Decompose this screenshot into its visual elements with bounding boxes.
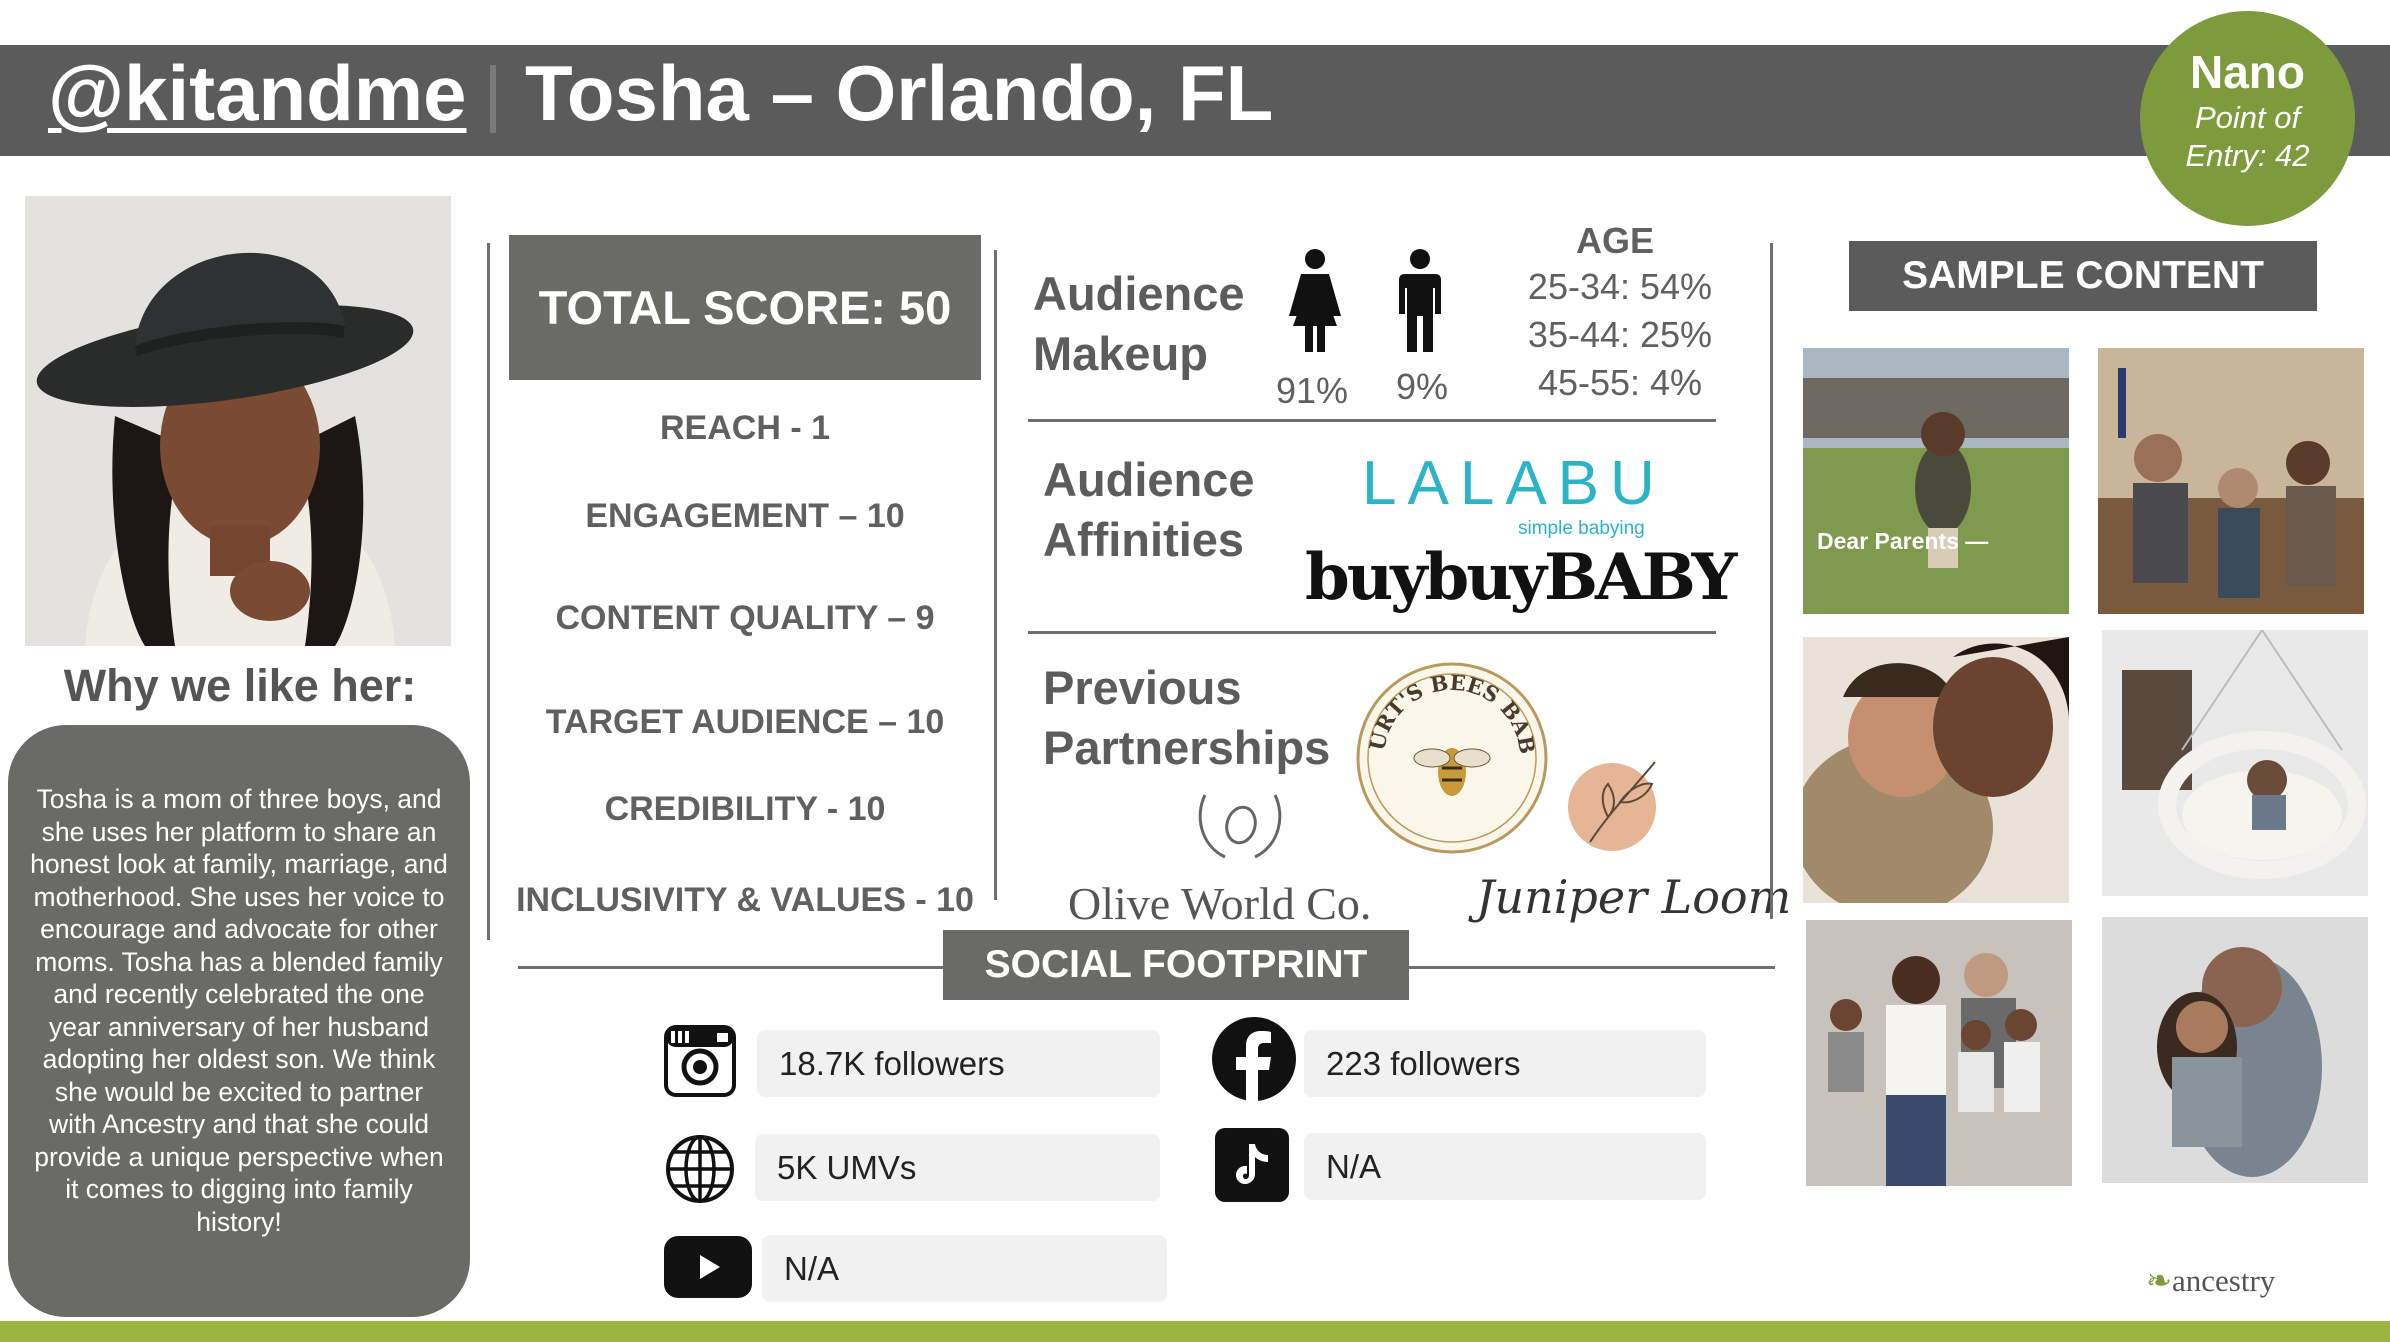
burts-bees-baby-logo: BURT'S BEES BABY [1354, 660, 1548, 854]
sample-thumb-5[interactable] [1806, 920, 2072, 1186]
sample-thumb-3[interactable] [1803, 637, 2069, 903]
lalabu-tagline: simple babying [1518, 518, 1645, 539]
audience-affinities-title: Audience Affinities [1043, 450, 1255, 570]
female-icon [1289, 249, 1341, 352]
right-divider [1770, 243, 1773, 919]
previous-partnerships-title: Previous Partnerships [1043, 658, 1330, 778]
sample-thumb-1[interactable]: Dear Parents — [1803, 348, 2069, 614]
male-percentage: 9% [1396, 366, 1449, 407]
age-row-45-55: 45-55: 4% [1537, 362, 1703, 403]
header-bar [0, 45, 2390, 156]
footer-accent-bar [0, 1321, 2390, 1342]
sample-content-title: SAMPLE CONTENT [1849, 241, 2317, 311]
olive-world-co-logo: Olive World Co. [1068, 878, 1372, 929]
score-credibility: CREDIBILITY - 10 [604, 790, 886, 828]
ancestry-leaf-icon: ❧ [2146, 1263, 2172, 1298]
tiktok-followers: N/A [1304, 1133, 1706, 1200]
facebook-icon[interactable] [1211, 1016, 1297, 1102]
divider-makeup [1028, 419, 1716, 422]
previous-partnerships-title-line1: Previous [1043, 661, 1242, 714]
sample-thumb-6[interactable] [2102, 917, 2368, 1183]
age-row-35-44: 35-44: 25% [1527, 314, 1713, 355]
facebook-followers: 223 followers [1304, 1030, 1706, 1097]
social-footprint-title: SOCIAL FOOTPRINT [943, 930, 1409, 1000]
audience-affinities-title-line1: Audience [1043, 453, 1255, 506]
instagram-followers: 18.7K followers [757, 1030, 1160, 1097]
tier-subtitle-line2: Entry: 42 [2185, 138, 2310, 173]
youtube-icon[interactable] [664, 1236, 752, 1298]
why-we-like-her-title: Why we like her: [63, 660, 417, 711]
audience-makeup-title-line1: Audience [1033, 267, 1245, 320]
ancestry-logo: ❧ancestry [2146, 1263, 2275, 1299]
tier-badge: Nano Point of Entry: 42 [2140, 11, 2355, 226]
juniper-loom-leaf-icon [1568, 761, 1656, 851]
instagram-icon[interactable] [663, 1024, 737, 1098]
score-engagement: ENGAGEMENT – 10 [585, 497, 905, 535]
thumb-caption: Dear Parents — [1817, 528, 1989, 554]
total-score-box: TOTAL SCORE: 50 [509, 235, 981, 380]
profile-photo [25, 196, 451, 646]
audience-affinities-title-line2: Affinities [1043, 513, 1245, 566]
sample-thumb-4[interactable] [2102, 630, 2368, 896]
globe-icon[interactable] [663, 1132, 737, 1206]
olive-wreath-icon [1198, 794, 1282, 859]
male-icon [1399, 249, 1441, 352]
influencer-name-location: Tosha – Orlando, FL [525, 49, 1274, 137]
tier-subtitle-line1: Point of [2194, 100, 2301, 135]
header-divider [490, 65, 496, 133]
score-reach: REACH - 1 [659, 409, 831, 447]
left-divider [487, 243, 490, 940]
score-target-audience: TARGET AUDIENCE – 10 [545, 703, 945, 741]
ancestry-wordmark: ancestry [2171, 1263, 2276, 1298]
audience-makeup-title-line2: Makeup [1033, 327, 1208, 380]
female-percentage: 91% [1276, 370, 1349, 411]
age-title: AGE [1575, 220, 1654, 261]
bio-text: Tosha is a mom of three boys, and she us… [30, 784, 448, 1237]
buybuybaby-logo: buybuyBABY [1305, 540, 1737, 615]
lalabu-logo: LALABU [1362, 449, 1666, 518]
website-umvs: 5K UMVs [755, 1134, 1160, 1201]
bio-panel: Tosha is a mom of three boys, and she us… [8, 725, 470, 1317]
tier-title: Nano [2190, 46, 2305, 98]
score-content-quality: CONTENT QUALITY – 9 [555, 599, 935, 637]
tiktok-icon[interactable] [1215, 1128, 1289, 1202]
divider-affinities [1028, 631, 1716, 634]
instagram-handle-link[interactable]: @kitandme [48, 49, 467, 137]
audience-makeup-title: Audience Makeup [1033, 264, 1245, 384]
previous-partnerships-title-line2: Partnerships [1043, 721, 1331, 774]
age-row-25-34: 25-34: 54% [1527, 266, 1713, 307]
juniper-loom-logo: Juniper Loom [1476, 870, 1792, 924]
sample-thumb-2[interactable] [2098, 348, 2364, 614]
score-divider [994, 250, 997, 900]
score-inclusivity-values: INCLUSIVITY & VALUES - 10 [516, 881, 974, 919]
youtube-followers: N/A [762, 1235, 1167, 1302]
